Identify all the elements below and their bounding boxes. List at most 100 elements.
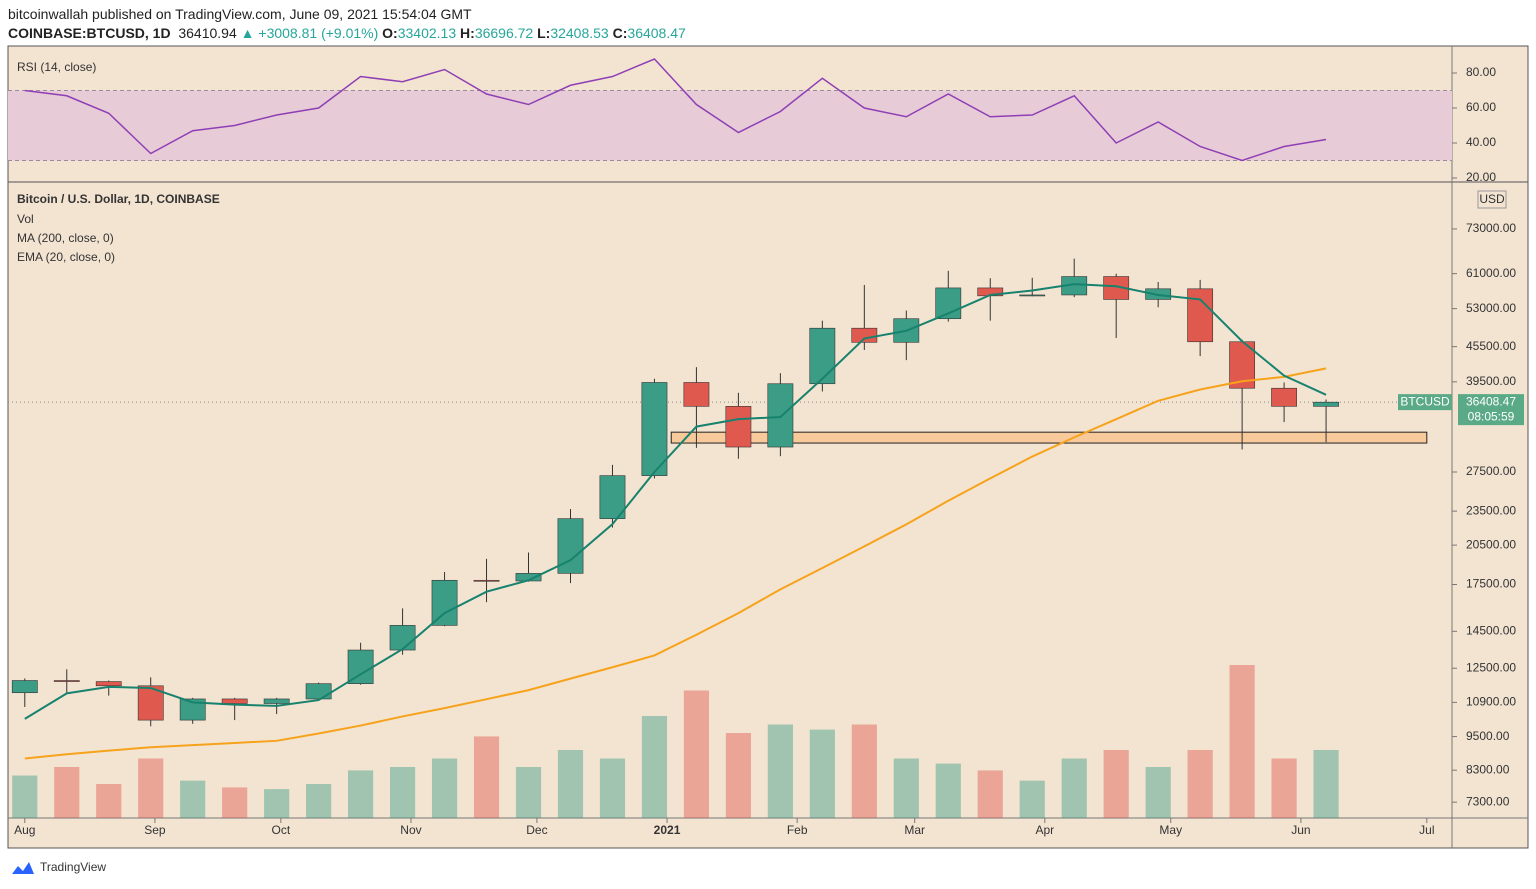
candle-body (599, 475, 626, 519)
y-tick-label: 9500.00 (1466, 729, 1510, 743)
volume-bar (264, 789, 290, 818)
x-tick-label: Apr (1035, 823, 1054, 837)
volume-bar (1103, 750, 1129, 818)
y-tick-label: 20500.00 (1466, 537, 1516, 551)
x-tick-label: Aug (14, 823, 35, 837)
candle-body (263, 698, 290, 704)
volume-bar (557, 750, 584, 818)
l-label: L: (537, 25, 551, 41)
volume-bar (1145, 767, 1171, 818)
volume-bar (977, 770, 1003, 818)
candle-body (1313, 401, 1339, 407)
h-label: H: (460, 25, 475, 41)
volume-bar (431, 758, 458, 818)
volume-bar (222, 787, 248, 818)
byline: bitcoinwallah published on TradingView.c… (8, 6, 472, 22)
y-tick-label: 12500.00 (1466, 660, 1516, 674)
volume-bar (1313, 750, 1339, 818)
volume-bar (1019, 780, 1045, 818)
volume-bar (1187, 750, 1213, 818)
price-label-symbol (1398, 394, 1452, 411)
ema20-line (24, 283, 1327, 720)
volume-bar (809, 729, 835, 818)
unit-box (1477, 190, 1507, 209)
c-label: C: (612, 25, 628, 41)
legend-item: MA (200, close, 0) (17, 231, 114, 245)
o-label: O: (382, 25, 398, 41)
y-tick-label: 17500.00 (1466, 577, 1516, 591)
x-tick-label: Mar (904, 823, 925, 837)
rsi-title: RSI (14, close) (17, 60, 96, 74)
volume-bar (12, 775, 38, 818)
candle-body (683, 382, 710, 407)
x-tick-label: Jun (1291, 823, 1310, 837)
candle-body (305, 683, 332, 700)
brand-logo (12, 862, 34, 874)
candle-body (473, 579, 500, 582)
x-tick-label: May (1159, 823, 1182, 837)
rsi-line (24, 58, 1327, 162)
volume-bar (851, 724, 877, 818)
low: 32408.53 (550, 25, 609, 41)
y-tick-label: 10900.00 (1466, 695, 1516, 709)
candle-body (1271, 387, 1297, 407)
candle-body (221, 698, 248, 704)
y-tick-label: 20.00 (1466, 170, 1496, 184)
x-tick-label: Dec (526, 823, 547, 837)
x-tick-label: Feb (787, 823, 808, 837)
volume-bar (54, 767, 80, 818)
candle-body (53, 680, 80, 682)
volume-bar (180, 780, 206, 818)
y-tick-label: 45500.00 (1466, 339, 1516, 353)
volume-bar (725, 733, 751, 818)
y-tick-label: 40.00 (1466, 135, 1496, 149)
volume-bar (1061, 758, 1087, 818)
rsi-band (8, 90, 1452, 161)
volume-bar (515, 767, 542, 818)
y-tick-label: 14500.00 (1466, 623, 1516, 637)
x-tick-label: Jul (1419, 823, 1434, 837)
x-tick-label: 2021 (654, 823, 681, 837)
volume-bar (599, 758, 626, 818)
price-label-symbol-text: BTCUSD (1400, 394, 1450, 408)
price-title: Bitcoin / U.S. Dollar, 1D, COINBASE (17, 192, 220, 206)
change: ▲ +3008.81 (+9.01%) (240, 25, 379, 41)
y-tick-label: 61000.00 (1466, 266, 1516, 280)
axis-unit: USD (1479, 192, 1505, 206)
y-tick-label: 7300.00 (1466, 794, 1510, 808)
price-label-value: 36408.47 (1466, 394, 1516, 408)
last-price: 36410.94 (178, 25, 237, 41)
y-tick-label: 8300.00 (1466, 762, 1510, 776)
candle-body (767, 383, 794, 448)
quote-line: COINBASE:BTCUSD, 1D 36410.94 ▲ +3008.81 … (8, 24, 686, 43)
y-tick-label: 73000.00 (1466, 221, 1516, 235)
header: bitcoinwallah published on TradingView.c… (8, 5, 686, 43)
brand: TradingView (12, 860, 106, 874)
close: 36408.47 (627, 25, 686, 41)
candle-body (725, 406, 752, 448)
volume-bar (306, 784, 332, 818)
legend-item: EMA (20, close, 0) (17, 250, 115, 264)
support-zone (670, 431, 1428, 444)
volume-bar (138, 758, 164, 818)
x-tick-label: Nov (400, 823, 421, 837)
candle-body (95, 681, 122, 687)
volume-bar (473, 736, 500, 818)
candle-body (1019, 294, 1046, 297)
symbol: COINBASE:BTCUSD, 1D (8, 25, 171, 41)
volume-bar (1271, 758, 1297, 818)
price-label-countdown: 08:05:59 (1468, 409, 1515, 423)
brand-text: TradingView (40, 860, 106, 874)
volume-bar (935, 763, 961, 818)
volume-bar (389, 767, 416, 818)
y-tick-label: 53000.00 (1466, 301, 1516, 315)
volume-bar (641, 716, 668, 818)
volume-bar (893, 758, 919, 818)
candle-body (389, 625, 416, 651)
candle-body (431, 579, 458, 626)
legend-item: Vol (17, 212, 34, 226)
volume-bar (348, 770, 374, 818)
open: 33402.13 (397, 25, 457, 41)
